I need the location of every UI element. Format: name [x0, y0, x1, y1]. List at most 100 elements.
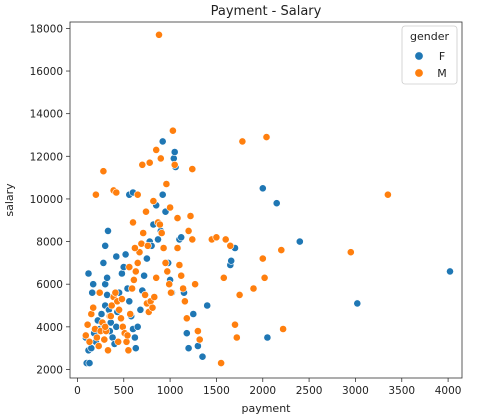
data-point-f	[158, 137, 167, 146]
y-tick-label: 14000	[30, 109, 63, 121]
data-point-f	[101, 241, 110, 250]
data-point-m	[114, 337, 123, 346]
data-point-f	[158, 190, 167, 199]
data-point-m	[188, 235, 197, 244]
data-point-m	[249, 284, 258, 293]
data-point-m	[157, 229, 166, 237]
data-point-m	[106, 312, 115, 321]
data-point-m	[149, 197, 158, 205]
legend-marker-f	[414, 51, 424, 61]
data-point-m	[184, 226, 193, 235]
data-point-m	[156, 154, 165, 163]
data-point-f	[101, 280, 110, 289]
x-tick-label: 2500	[296, 385, 323, 397]
data-point-m	[107, 301, 116, 310]
data-point-m	[235, 290, 244, 299]
chart-title: Payment - Salary	[211, 4, 322, 19]
x-tick-label: 2000	[249, 385, 276, 397]
data-point-m	[112, 188, 121, 197]
data-point-f	[193, 342, 202, 350]
data-point-m	[83, 320, 92, 329]
data-point-m	[383, 190, 392, 199]
data-point-m	[118, 295, 126, 303]
data-point-m	[175, 261, 184, 269]
data-point-m	[129, 275, 138, 284]
data-point-f	[154, 235, 162, 244]
data-point-f	[295, 237, 304, 246]
y-tick-label: 16000	[30, 66, 63, 78]
data-point-m	[133, 258, 142, 267]
plot-frame	[69, 21, 463, 379]
data-point-m	[101, 322, 110, 331]
legend-label-f: F	[439, 50, 445, 63]
data-point-m	[93, 333, 101, 342]
y-tick-label: 18000	[30, 23, 63, 35]
data-point-m	[226, 241, 235, 250]
data-point-f	[182, 329, 191, 338]
data-point-m	[130, 244, 139, 252]
data-point-f	[88, 288, 97, 297]
data-point-m	[163, 267, 172, 276]
data-point-m	[186, 212, 195, 220]
data-point-m	[258, 254, 267, 263]
data-point-m	[191, 280, 199, 289]
x-tick-label: 3500	[388, 385, 415, 397]
data-point-m	[100, 335, 109, 344]
data-point-m	[260, 273, 269, 282]
data-point-m	[129, 218, 137, 227]
data-point-m	[124, 346, 133, 355]
data-point-f	[130, 333, 139, 342]
y-tick-label: 2000	[36, 364, 63, 376]
data-point-f	[198, 352, 207, 361]
data-point-f	[272, 199, 281, 208]
data-point-m	[195, 335, 204, 344]
data-point-m	[131, 267, 140, 276]
data-point-f	[87, 344, 96, 353]
data-point-m	[99, 167, 108, 176]
legend-title: gender	[410, 30, 449, 43]
data-point-m	[148, 303, 157, 312]
data-point-m	[212, 233, 221, 242]
data-point-m	[133, 190, 142, 199]
data-point-f	[177, 233, 186, 242]
data-point-m	[143, 241, 152, 250]
data-point-m	[165, 280, 174, 289]
data-point-f	[89, 280, 98, 289]
data-point-f	[184, 344, 193, 353]
data-point-m	[118, 322, 127, 331]
data-point-m	[238, 137, 247, 146]
data-point-f	[142, 254, 151, 263]
y-tick-label: 12000	[30, 151, 63, 163]
x-tick-label: 500	[114, 385, 134, 397]
data-point-m	[170, 160, 179, 169]
data-point-f	[170, 148, 179, 156]
data-point-m	[150, 293, 159, 301]
data-point-m	[137, 239, 146, 248]
data-point-f	[103, 273, 111, 282]
data-point-f	[227, 256, 236, 265]
data-point-m	[173, 244, 182, 252]
data-point-m	[85, 337, 94, 346]
data-point-m	[173, 214, 182, 222]
legend: gender F M	[401, 25, 458, 85]
data-point-f	[169, 154, 178, 163]
data-point-m	[125, 263, 134, 271]
data-point-m	[219, 273, 228, 282]
data-point-m	[182, 314, 191, 323]
x-tick-label: 1000	[157, 385, 184, 397]
data-points	[81, 30, 454, 367]
data-point-m	[162, 180, 171, 188]
x-tick-label: 1500	[203, 385, 230, 397]
data-point-m	[122, 337, 131, 346]
data-point-m	[139, 229, 148, 237]
data-point-m	[115, 305, 123, 314]
data-point-f	[263, 333, 272, 342]
data-point-m	[152, 273, 161, 282]
data-point-m	[179, 284, 187, 293]
data-point-m	[180, 297, 189, 306]
data-point-f	[104, 226, 112, 235]
data-point-m	[177, 271, 186, 280]
data-point-m	[262, 133, 271, 141]
data-point-m	[188, 165, 197, 173]
